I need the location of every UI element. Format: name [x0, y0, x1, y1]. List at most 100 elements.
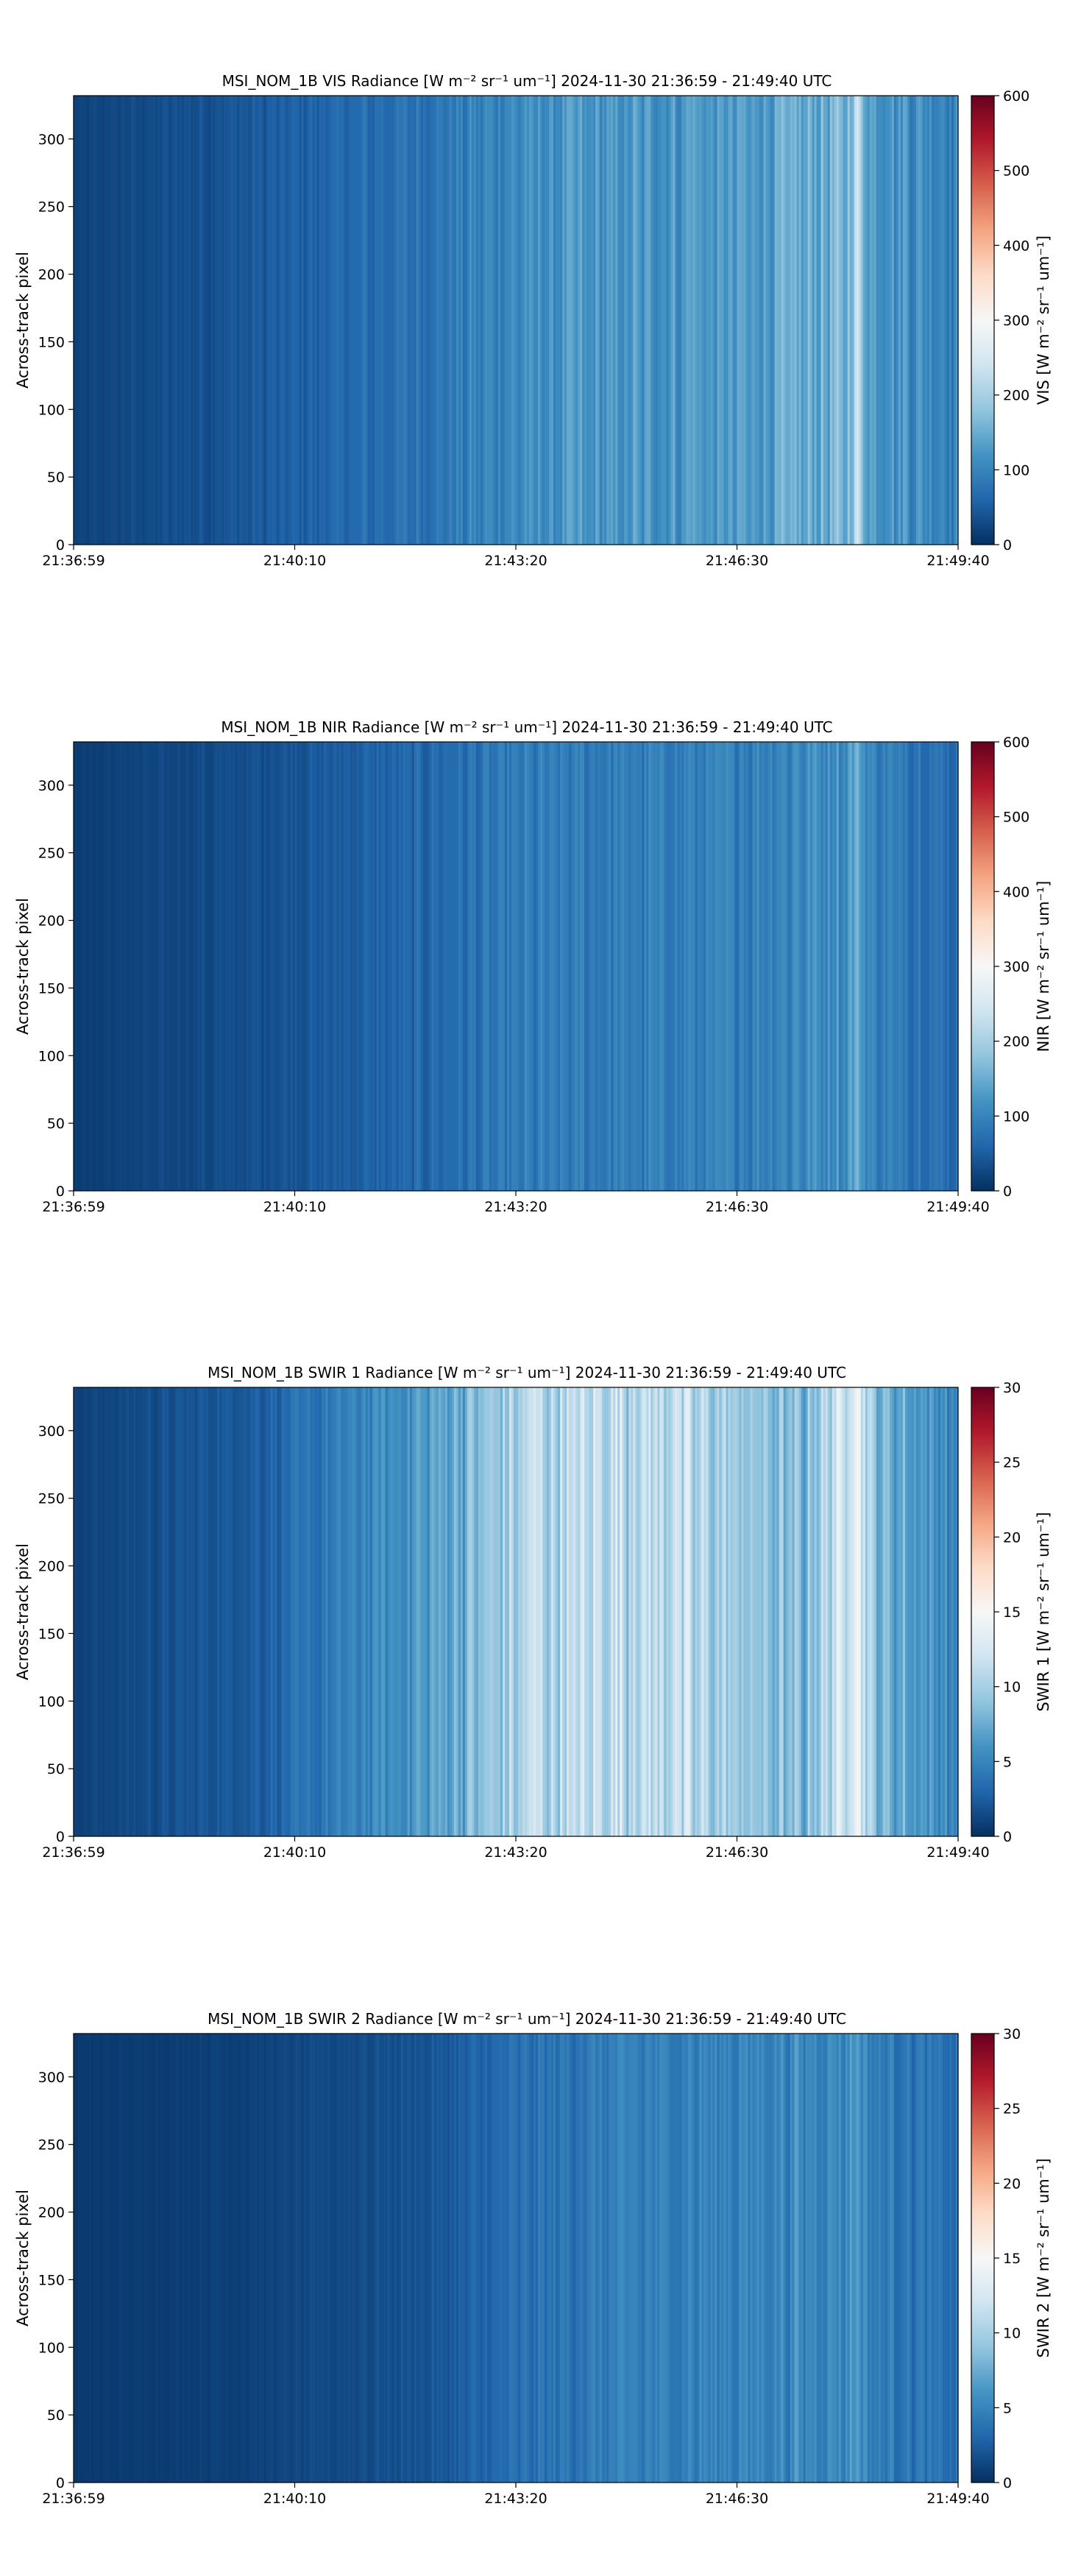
heatmap-column: [730, 1387, 734, 1836]
heatmap-column: [918, 742, 921, 1191]
heatmap-column: [502, 742, 506, 1191]
heatmap-column: [657, 742, 660, 1191]
heatmap-column: [540, 1387, 543, 1836]
colorbar-tick-label: 5: [1003, 1754, 1012, 1770]
heatmap-column: [420, 1387, 424, 1836]
heatmap-column: [277, 2034, 280, 2483]
heatmap-column: [444, 2034, 448, 2483]
heatmap-column: [431, 742, 435, 1191]
heatmap-column: [82, 742, 85, 1191]
heatmap-column: [228, 742, 231, 1191]
heatmap-column: [299, 2034, 302, 2483]
heatmap-column: [283, 2034, 287, 2483]
heatmap-column: [409, 1387, 413, 1836]
heatmap-column: [560, 742, 563, 1191]
x-tick-label: 21:49:40: [926, 2491, 989, 2507]
heatmap-column: [144, 2034, 147, 2483]
heatmap-column: [206, 1387, 209, 1836]
heatmap-column: [193, 96, 196, 545]
heatmap-column: [173, 2034, 176, 2483]
heatmap-column: [129, 1387, 132, 1836]
heatmap-column: [120, 96, 123, 545]
heatmap-column: [620, 742, 623, 1191]
heatmap-column: [613, 1387, 616, 1836]
heatmap-column: [239, 96, 242, 545]
heatmap-column: [695, 96, 698, 545]
heatmap-column: [876, 742, 879, 1191]
heatmap-column: [655, 1387, 658, 1836]
heatmap-column: [475, 96, 479, 545]
heatmap-column: [484, 742, 488, 1191]
heatmap-column: [942, 96, 946, 545]
heatmap-column: [369, 1387, 373, 1836]
heatmap-column: [164, 742, 167, 1191]
heatmap-column: [233, 742, 235, 1191]
heatmap-column: [199, 96, 202, 545]
heatmap-column: [400, 2034, 404, 2483]
heatmap-column: [85, 742, 88, 1191]
heatmap-column: [508, 2034, 512, 2483]
heatmap-column: [361, 2034, 364, 2483]
heatmap-column: [670, 742, 673, 1191]
heatmap-column: [303, 2034, 307, 2483]
heatmap-column: [611, 96, 614, 545]
heatmap-column: [834, 96, 837, 545]
heatmap-column: [102, 2034, 105, 2483]
heatmap-column: [595, 742, 598, 1191]
heatmap-column: [606, 742, 609, 1191]
heatmap-column: [816, 96, 820, 545]
heatmap-column: [146, 96, 149, 545]
heatmap-column: [862, 2034, 866, 2483]
heatmap-column: [765, 742, 769, 1191]
heatmap-column: [398, 2034, 402, 2483]
heatmap-column: [131, 2034, 134, 2483]
heatmap-column: [493, 96, 497, 545]
heatmap-column: [87, 2034, 90, 2483]
colorbar-tick-label: 600: [1003, 735, 1029, 751]
heatmap-column: [520, 96, 523, 545]
heatmap-column: [244, 742, 247, 1191]
heatmap-column: [829, 2034, 833, 2483]
heatmap-column: [871, 96, 875, 545]
heatmap-column: [545, 96, 547, 545]
heatmap-column: [944, 96, 948, 545]
heatmap-column: [266, 96, 269, 545]
heatmap-column: [124, 2034, 127, 2483]
heatmap-column: [840, 96, 844, 545]
heatmap-column: [525, 1387, 528, 1836]
heatmap-column: [482, 2034, 486, 2483]
heatmap-column: [794, 2034, 798, 2483]
heatmap-column: [316, 2034, 320, 2483]
y-tick-label: 250: [38, 1491, 65, 1507]
heatmap-column: [754, 1387, 758, 1836]
heatmap-column: [582, 2034, 585, 2483]
heatmap-column: [250, 742, 253, 1191]
heatmap-column: [889, 1387, 893, 1836]
colorbar-gradient: [971, 95, 995, 545]
heatmap-column: [418, 742, 422, 1191]
heatmap-column: [467, 1387, 470, 1836]
heatmap-column: [551, 96, 554, 545]
heatmap-column: [646, 1387, 649, 1836]
heatmap-column: [213, 1387, 216, 1836]
heatmap-column: [387, 2034, 391, 2483]
heatmap-column: [157, 2034, 160, 2483]
heatmap-column: [301, 2034, 305, 2483]
heatmap-column: [688, 96, 691, 545]
heatmap-column: [480, 96, 483, 545]
heatmap-column: [765, 1387, 769, 1836]
heatmap-column: [518, 1387, 521, 1836]
heatmap-column: [129, 742, 132, 1191]
heatmap-column: [900, 742, 904, 1191]
heatmap-column: [860, 742, 864, 1191]
heatmap-column: [924, 96, 928, 545]
heatmap-column: [639, 1387, 642, 1836]
heatmap-column: [109, 2034, 112, 2483]
heatmap-column: [944, 1387, 948, 1836]
heatmap-column: [228, 1387, 231, 1836]
heatmap-column: [471, 2034, 475, 2483]
colorbar-tick-label: 10: [1003, 1680, 1021, 1696]
heatmap-column: [447, 1387, 450, 1836]
heatmap-column: [502, 1387, 506, 1836]
heatmap-column: [135, 96, 138, 545]
